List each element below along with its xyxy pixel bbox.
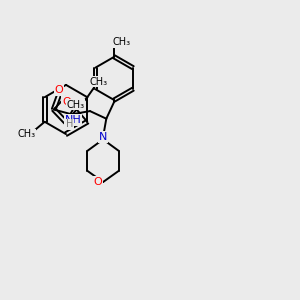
Text: O: O — [62, 97, 71, 107]
Text: O: O — [94, 177, 102, 187]
Text: O: O — [55, 85, 63, 95]
Text: CH₃: CH₃ — [90, 77, 108, 87]
Text: H: H — [66, 119, 74, 129]
Text: CH₃: CH₃ — [112, 38, 131, 47]
Text: CH₃: CH₃ — [17, 129, 35, 139]
Text: NH: NH — [64, 115, 81, 125]
Text: CH₃: CH₃ — [67, 100, 85, 110]
Text: N: N — [99, 132, 107, 142]
